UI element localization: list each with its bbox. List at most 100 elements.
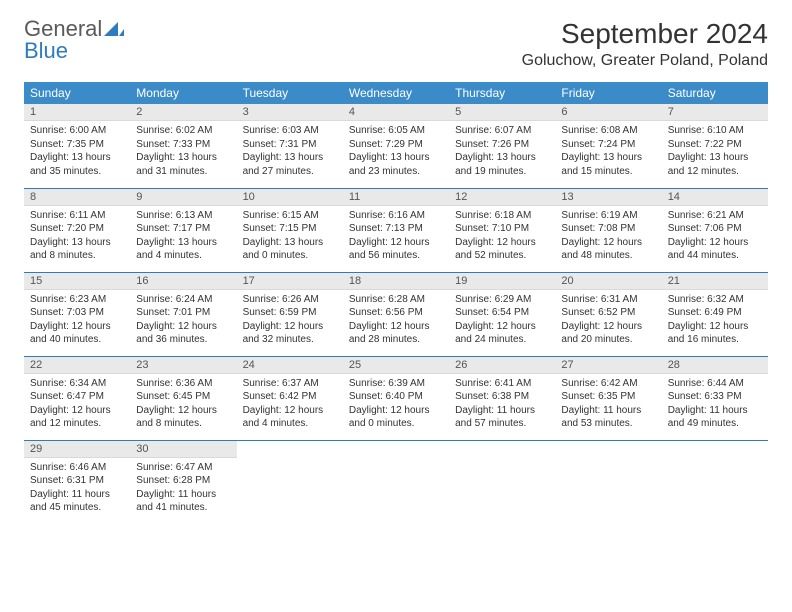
day-number: 2 [130,104,236,121]
daylight-line: Daylight: 12 hours [349,320,443,334]
sunset-line: Sunset: 6:33 PM [668,390,762,404]
title-block: September 2024 Goluchow, Greater Poland,… [522,18,768,70]
calendar-day-cell: 1Sunrise: 6:00 AMSunset: 7:35 PMDaylight… [24,104,130,188]
daylight-line: and 31 minutes. [136,165,230,179]
sunset-line: Sunset: 7:06 PM [668,222,762,236]
calendar-day-cell: 27Sunrise: 6:42 AMSunset: 6:35 PMDayligh… [555,356,661,440]
sunrise-line: Sunrise: 6:23 AM [30,293,124,307]
day-details: Sunrise: 6:07 AMSunset: 7:26 PMDaylight:… [449,121,555,184]
day-number: 3 [237,104,343,121]
weekday-header: Tuesday [237,82,343,104]
sunset-line: Sunset: 7:20 PM [30,222,124,236]
daylight-line: and 15 minutes. [561,165,655,179]
weekday-header: Saturday [662,82,768,104]
calendar-day-cell: 17Sunrise: 6:26 AMSunset: 6:59 PMDayligh… [237,272,343,356]
sunset-line: Sunset: 7:15 PM [243,222,337,236]
day-number: 24 [237,357,343,374]
sunset-line: Sunset: 6:28 PM [136,474,230,488]
daylight-line: and 28 minutes. [349,333,443,347]
daylight-line: and 53 minutes. [561,417,655,431]
daylight-line: and 8 minutes. [30,249,124,263]
calendar-day-cell: 3Sunrise: 6:03 AMSunset: 7:31 PMDaylight… [237,104,343,188]
daylight-line: Daylight: 12 hours [455,236,549,250]
day-number: 29 [24,441,130,458]
calendar-day-cell: 5Sunrise: 6:07 AMSunset: 7:26 PMDaylight… [449,104,555,188]
day-details: Sunrise: 6:03 AMSunset: 7:31 PMDaylight:… [237,121,343,184]
daylight-line: and 16 minutes. [668,333,762,347]
calendar-day-cell: 25Sunrise: 6:39 AMSunset: 6:40 PMDayligh… [343,356,449,440]
brand-name-2: Blue [24,38,68,63]
sunrise-line: Sunrise: 6:29 AM [455,293,549,307]
daylight-line: and 48 minutes. [561,249,655,263]
day-number: 28 [662,357,768,374]
day-details: Sunrise: 6:32 AMSunset: 6:49 PMDaylight:… [662,290,768,353]
calendar-day-cell: 10Sunrise: 6:15 AMSunset: 7:15 PMDayligh… [237,188,343,272]
day-details: Sunrise: 6:37 AMSunset: 6:42 PMDaylight:… [237,374,343,437]
calendar-day-cell: .. [662,440,768,524]
logo-sail-icon [104,18,124,40]
sunset-line: Sunset: 6:59 PM [243,306,337,320]
daylight-line: and 40 minutes. [30,333,124,347]
daylight-line: Daylight: 13 hours [349,151,443,165]
day-number: 13 [555,189,661,206]
sunset-line: Sunset: 6:52 PM [561,306,655,320]
daylight-line: Daylight: 12 hours [243,404,337,418]
day-details: Sunrise: 6:46 AMSunset: 6:31 PMDaylight:… [24,458,130,521]
sunrise-line: Sunrise: 6:24 AM [136,293,230,307]
sunrise-line: Sunrise: 6:18 AM [455,209,549,223]
calendar-day-cell: .. [343,440,449,524]
daylight-line: and 57 minutes. [455,417,549,431]
sunset-line: Sunset: 6:38 PM [455,390,549,404]
day-details: Sunrise: 6:39 AMSunset: 6:40 PMDaylight:… [343,374,449,437]
calendar-day-cell: 29Sunrise: 6:46 AMSunset: 6:31 PMDayligh… [24,440,130,524]
day-number: 25 [343,357,449,374]
day-number: 4 [343,104,449,121]
day-number: 8 [24,189,130,206]
daylight-line: and 8 minutes. [136,417,230,431]
sunrise-line: Sunrise: 6:42 AM [561,377,655,391]
day-details: Sunrise: 6:31 AMSunset: 6:52 PMDaylight:… [555,290,661,353]
daylight-line: and 0 minutes. [243,249,337,263]
sunset-line: Sunset: 7:17 PM [136,222,230,236]
daylight-line: and 35 minutes. [30,165,124,179]
calendar-day-cell: 18Sunrise: 6:28 AMSunset: 6:56 PMDayligh… [343,272,449,356]
sunrise-line: Sunrise: 6:10 AM [668,124,762,138]
weekday-header: Friday [555,82,661,104]
daylight-line: Daylight: 13 hours [243,236,337,250]
daylight-line: and 32 minutes. [243,333,337,347]
sunrise-line: Sunrise: 6:00 AM [30,124,124,138]
day-number: 7 [662,104,768,121]
calendar-week-row: 8Sunrise: 6:11 AMSunset: 7:20 PMDaylight… [24,188,768,272]
calendar-day-cell: .. [449,440,555,524]
sunrise-line: Sunrise: 6:28 AM [349,293,443,307]
sunset-line: Sunset: 6:31 PM [30,474,124,488]
calendar-week-row: 29Sunrise: 6:46 AMSunset: 6:31 PMDayligh… [24,440,768,524]
day-number: 14 [662,189,768,206]
day-number: 30 [130,441,236,458]
sunrise-line: Sunrise: 6:41 AM [455,377,549,391]
sunset-line: Sunset: 6:42 PM [243,390,337,404]
daylight-line: Daylight: 11 hours [30,488,124,502]
daylight-line: Daylight: 13 hours [455,151,549,165]
day-number: 1 [24,104,130,121]
daylight-line: Daylight: 12 hours [561,236,655,250]
sunrise-line: Sunrise: 6:39 AM [349,377,443,391]
day-number: 9 [130,189,236,206]
sunset-line: Sunset: 7:13 PM [349,222,443,236]
daylight-line: and 49 minutes. [668,417,762,431]
location-subtitle: Goluchow, Greater Poland, Poland [522,52,768,70]
daylight-line: Daylight: 12 hours [349,404,443,418]
calendar-week-row: 1Sunrise: 6:00 AMSunset: 7:35 PMDaylight… [24,104,768,188]
day-number: 26 [449,357,555,374]
calendar-day-cell: 4Sunrise: 6:05 AMSunset: 7:29 PMDaylight… [343,104,449,188]
sunset-line: Sunset: 6:56 PM [349,306,443,320]
calendar-week-row: 22Sunrise: 6:34 AMSunset: 6:47 PMDayligh… [24,356,768,440]
daylight-line: Daylight: 12 hours [30,320,124,334]
day-number: 19 [449,273,555,290]
daylight-line: and 36 minutes. [136,333,230,347]
calendar-day-cell: 26Sunrise: 6:41 AMSunset: 6:38 PMDayligh… [449,356,555,440]
daylight-line: and 4 minutes. [136,249,230,263]
weekday-header: Thursday [449,82,555,104]
daylight-line: Daylight: 13 hours [136,236,230,250]
day-number: 27 [555,357,661,374]
